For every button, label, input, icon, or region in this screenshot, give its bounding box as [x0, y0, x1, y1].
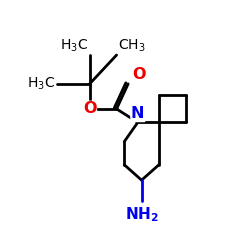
Text: $\mathregular{H_3C}$: $\mathregular{H_3C}$: [60, 38, 88, 54]
Text: $\mathregular{H_3C}$: $\mathregular{H_3C}$: [27, 76, 55, 92]
Text: O: O: [83, 102, 96, 116]
Text: $\mathregular{CH_3}$: $\mathregular{CH_3}$: [118, 38, 145, 54]
Text: O: O: [132, 67, 145, 82]
Text: $\mathregular{NH_2}$: $\mathregular{NH_2}$: [124, 205, 159, 224]
Text: N: N: [131, 106, 144, 122]
